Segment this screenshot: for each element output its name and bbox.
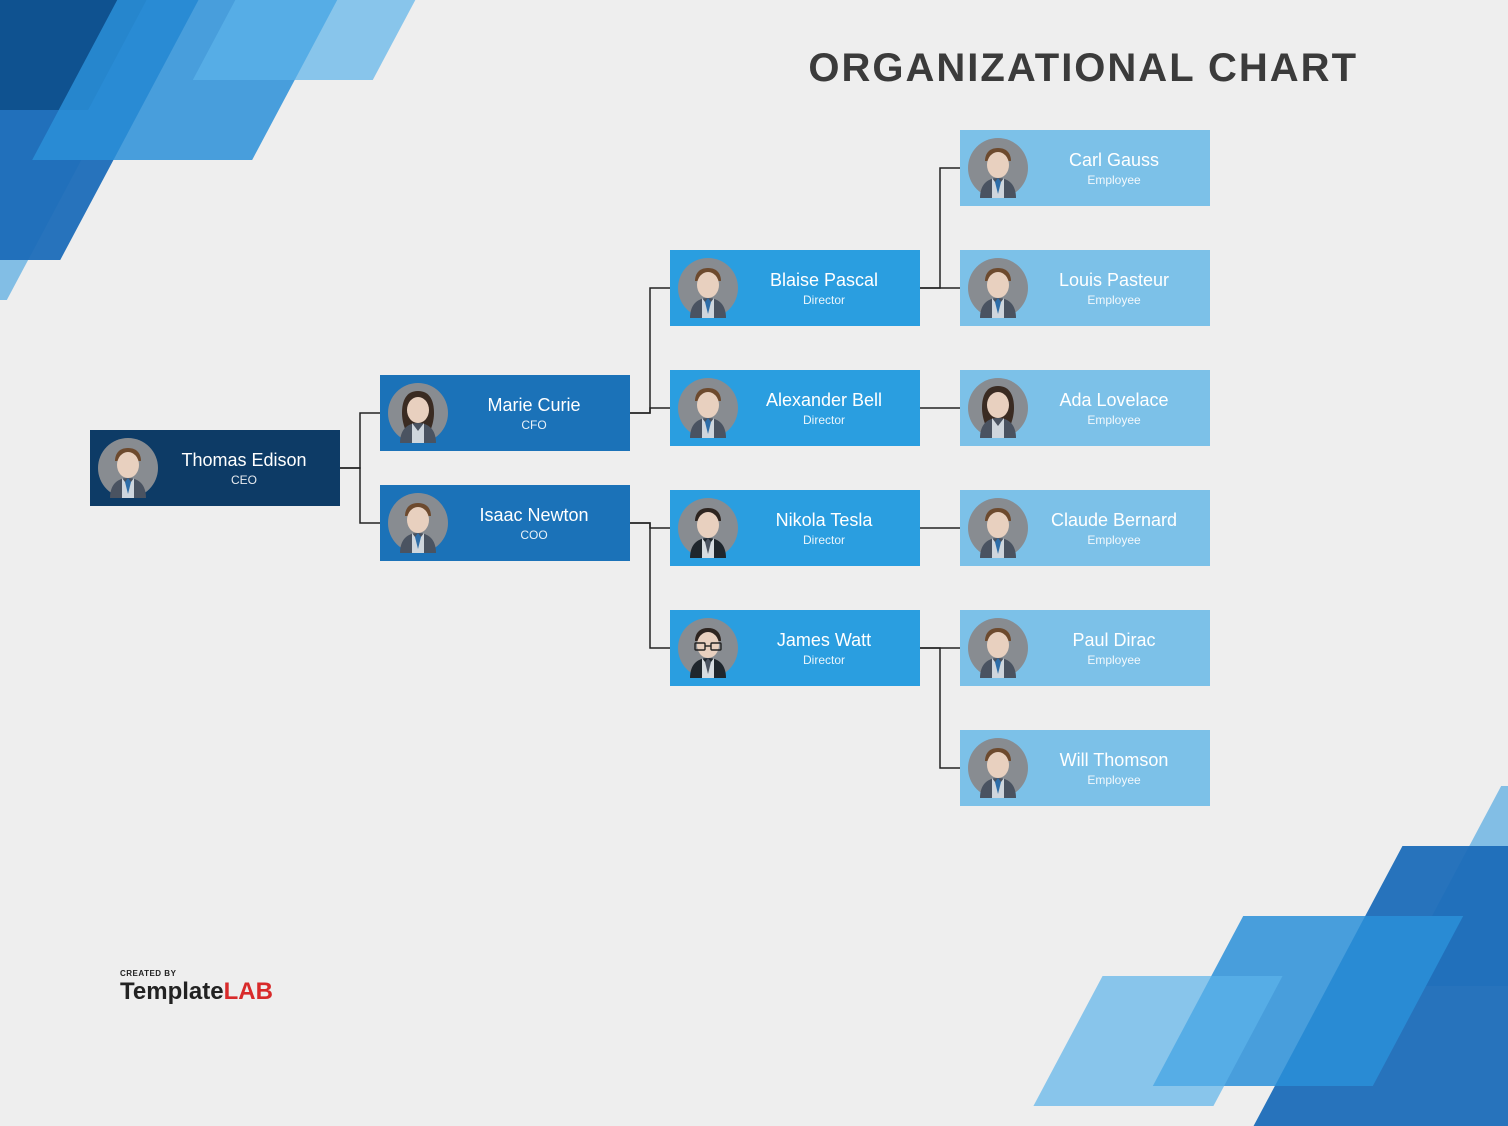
org-node-role: CFO [448,418,620,432]
avatar-icon [678,378,738,438]
connector [340,468,380,523]
avatar-icon [968,498,1028,558]
footer-brand-a: Template [120,978,224,1005]
org-node-emp1: Carl Gauss Employee [960,130,1210,206]
org-node-text: James Watt Director [738,630,920,667]
org-node-role: Employee [1028,533,1200,547]
org-node-text: Alexander Bell Director [738,390,920,427]
org-node-name: Claude Bernard [1028,510,1200,531]
org-node-text: Carl Gauss Employee [1028,150,1210,187]
org-node-name: Marie Curie [448,395,620,416]
org-node-dir3: Nikola Tesla Director [670,490,920,566]
org-node-role: CEO [158,473,330,487]
org-node-text: Paul Dirac Employee [1028,630,1210,667]
org-chart: Thomas Edison CEO Marie Curie CFO Isaac Ne… [90,130,1410,930]
decor-shape [1033,976,1282,1106]
org-node-ceo: Thomas Edison CEO [90,430,340,506]
org-node-text: Will Thomson Employee [1028,750,1210,787]
connector [630,288,670,413]
org-node-role: COO [448,528,620,542]
avatar-icon [98,438,158,498]
org-node-text: Louis Pasteur Employee [1028,270,1210,307]
avatar-icon [678,498,738,558]
org-node-emp2: Louis Pasteur Employee [960,250,1210,326]
org-node-name: Louis Pasteur [1028,270,1200,291]
avatar-icon [388,493,448,553]
connector [630,408,670,413]
org-node-name: Paul Dirac [1028,630,1200,651]
org-node-role: Director [738,533,910,547]
org-node-name: Thomas Edison [158,450,330,471]
org-node-role: Director [738,413,910,427]
connector [920,648,960,768]
org-node-role: Employee [1028,653,1200,667]
org-node-role: Employee [1028,293,1200,307]
org-node-text: Nikola Tesla Director [738,510,920,547]
org-node-name: Blaise Pascal [738,270,910,291]
org-node-cfo: Marie Curie CFO [380,375,630,451]
org-node-emp4: Claude Bernard Employee [960,490,1210,566]
org-node-name: Ada Lovelace [1028,390,1200,411]
decor-shape [193,0,447,80]
org-node-name: Carl Gauss [1028,150,1200,171]
org-node-role: Director [738,293,910,307]
org-node-emp3: Ada Lovelace Employee [960,370,1210,446]
org-node-name: Nikola Tesla [738,510,910,531]
connector [630,523,670,648]
footer-brand-b: LAB [224,978,273,1005]
org-node-text: Blaise Pascal Director [738,270,920,307]
footer-brand: TemplateLAB [120,978,273,1006]
org-node-text: Ada Lovelace Employee [1028,390,1210,427]
org-node-name: Isaac Newton [448,505,620,526]
org-node-text: Isaac Newton COO [448,505,630,542]
org-node-dir1: Blaise Pascal Director [670,250,920,326]
org-node-dir4: James Watt Director [670,610,920,686]
org-node-name: Alexander Bell [738,390,910,411]
footer-created-by: CREATED BY [120,969,273,978]
avatar-icon [968,618,1028,678]
connector [920,168,960,288]
connector [340,413,380,468]
page-title: ORGANIZATIONAL CHART [808,46,1358,91]
avatar-icon [678,258,738,318]
org-node-dir2: Alexander Bell Director [670,370,920,446]
footer-logo: CREATED BY TemplateLAB [120,969,273,1006]
org-node-text: Marie Curie CFO [448,395,630,432]
org-node-role: Employee [1028,173,1200,187]
avatar-icon [968,738,1028,798]
org-node-name: Will Thomson [1028,750,1200,771]
org-node-emp5: Paul Dirac Employee [960,610,1210,686]
org-node-name: James Watt [738,630,910,651]
avatar-icon [968,378,1028,438]
avatar-icon [968,138,1028,198]
org-node-emp6: Will Thomson Employee [960,730,1210,806]
org-node-role: Director [738,653,910,667]
org-node-role: Employee [1028,413,1200,427]
org-node-coo: Isaac Newton COO [380,485,630,561]
avatar-icon [678,618,738,678]
org-node-text: Thomas Edison CEO [158,450,340,487]
avatar-icon [968,258,1028,318]
org-node-text: Claude Bernard Employee [1028,510,1210,547]
org-node-role: Employee [1028,773,1200,787]
avatar-icon [388,383,448,443]
